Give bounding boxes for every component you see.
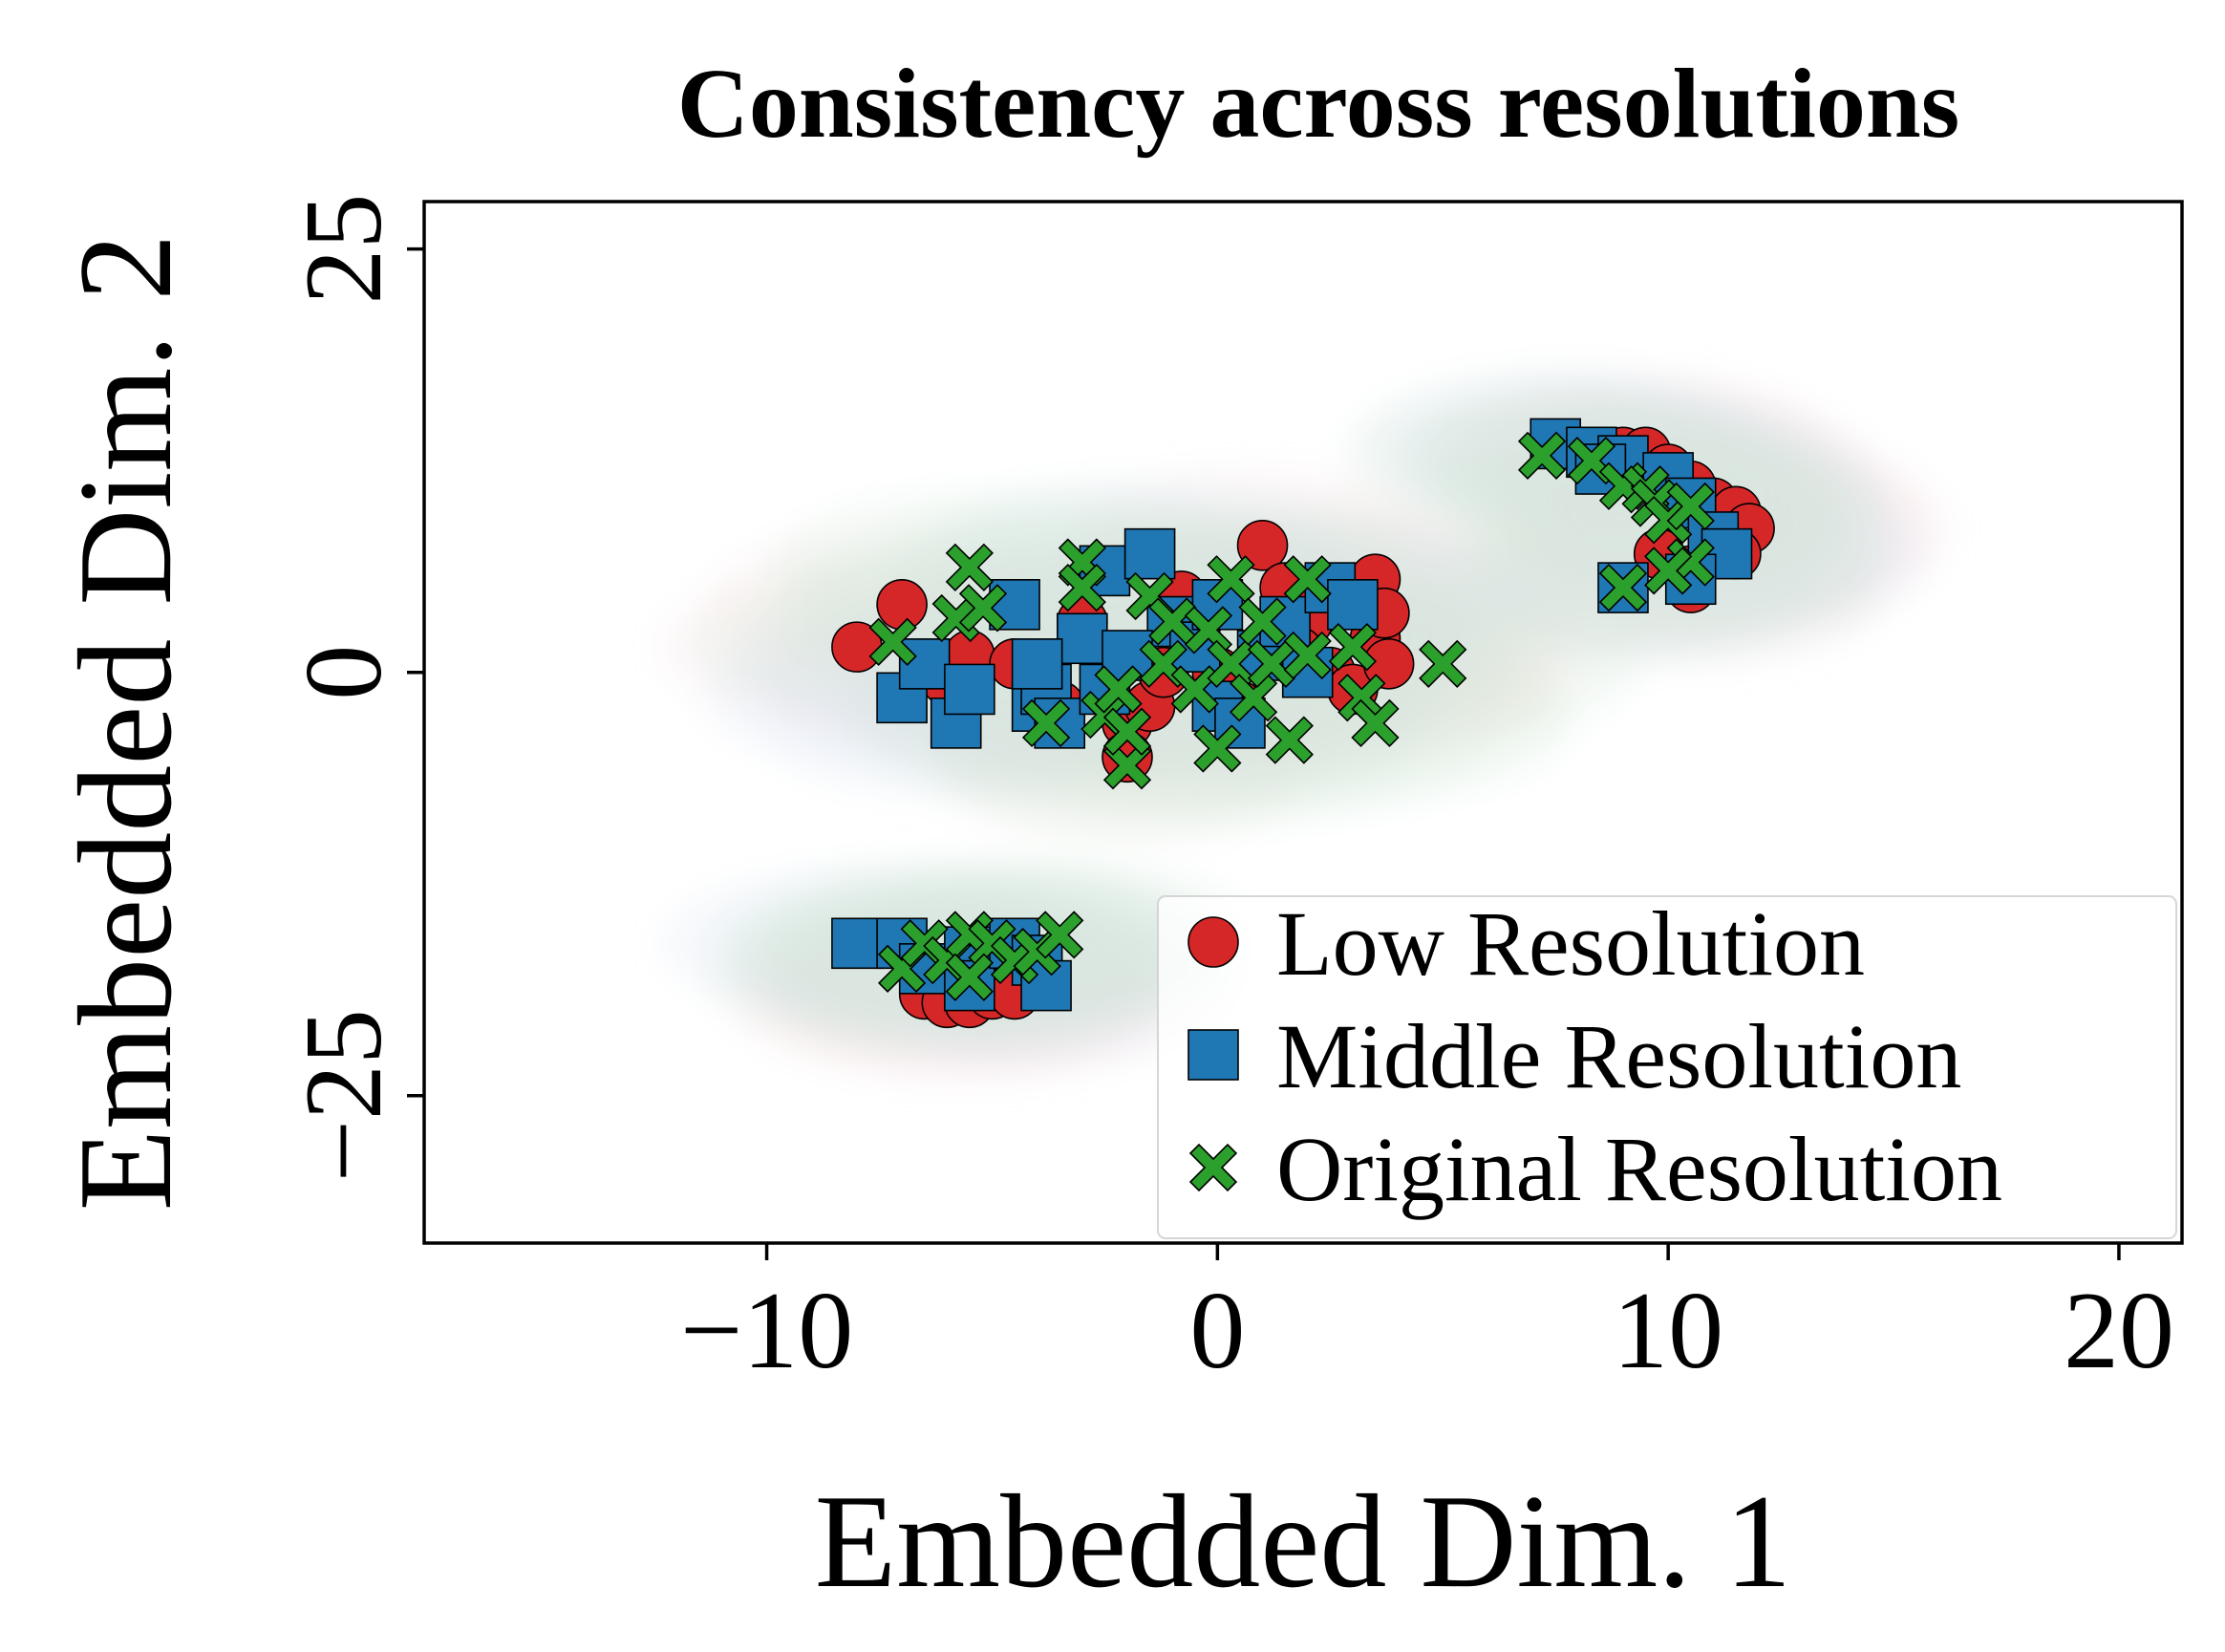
data-point-x (1644, 547, 1693, 595)
x-axis: −10 0 10 20 (680, 1243, 2174, 1392)
data-point-x (1598, 563, 1648, 612)
data-point-x (1283, 631, 1332, 680)
legend-label: Middle Resolution (1276, 1005, 1961, 1107)
series-original-resolution (868, 431, 1715, 1001)
y-tick-label: 0 (283, 645, 405, 700)
legend-item: Middle Resolution (1187, 1005, 1961, 1107)
data-point-x (1102, 741, 1152, 790)
legend-label: Original Resolution (1276, 1118, 2002, 1220)
data-point-x (945, 543, 995, 591)
data-point-x (1666, 482, 1715, 531)
data-point-x (1351, 698, 1400, 748)
x-axis-label: Embedded Dim. 1 (815, 1468, 1792, 1616)
data-point-x (1193, 724, 1242, 773)
legend-marker-square (1187, 1029, 1239, 1081)
data-point-x (1283, 555, 1332, 604)
data-point-square (944, 663, 995, 716)
data-point-x (1229, 674, 1278, 722)
legend-item: Original Resolution (1188, 1118, 2002, 1220)
data-point-square (1057, 612, 1108, 665)
x-tick-label: 20 (2064, 1270, 2174, 1392)
data-point-square (1327, 579, 1379, 631)
data-point-x (1058, 563, 1106, 612)
legend-item: Low Resolution (1187, 892, 1865, 995)
data-point-square (1011, 638, 1063, 690)
data-point-x (1170, 665, 1219, 714)
data-points (831, 418, 1775, 1029)
plot-frame (422, 200, 2184, 1245)
data-point-x (868, 617, 917, 666)
x-tick-label: 0 (1189, 1270, 1245, 1392)
data-point-circle (1236, 519, 1289, 571)
data-point-x (1328, 622, 1378, 672)
data-point-x (1094, 665, 1143, 714)
data-point-square (831, 917, 883, 970)
chart-title: Consistency across resolutions (677, 49, 1959, 159)
y-tick-label: −25 (283, 1009, 405, 1182)
data-point-x (1021, 698, 1071, 748)
data-point-x (1517, 431, 1567, 480)
data-point-x (1036, 911, 1084, 959)
data-point-x (1184, 606, 1233, 654)
y-axis-label: Embedded Dim. 2 (52, 234, 200, 1212)
y-axis: −25 0 25 (283, 194, 424, 1183)
data-point-x (1265, 716, 1314, 764)
data-point-x (945, 953, 995, 1001)
data-point-x (1238, 597, 1287, 646)
data-point-square (1123, 527, 1176, 580)
data-point-x (1102, 707, 1152, 756)
legend-marker-circle (1187, 916, 1239, 968)
legend-marker-x (1188, 1143, 1238, 1192)
data-point-x (1207, 555, 1255, 604)
legend-frame (1157, 895, 2177, 1239)
x-tick-label: 10 (1613, 1270, 1723, 1392)
data-point-x (958, 584, 1008, 633)
x-tick-label: −10 (680, 1270, 853, 1392)
data-point-x (1419, 639, 1467, 688)
y-tick-label: 25 (283, 194, 405, 305)
legend-label: Low Resolution (1276, 892, 1865, 995)
data-point-circle (876, 579, 928, 631)
